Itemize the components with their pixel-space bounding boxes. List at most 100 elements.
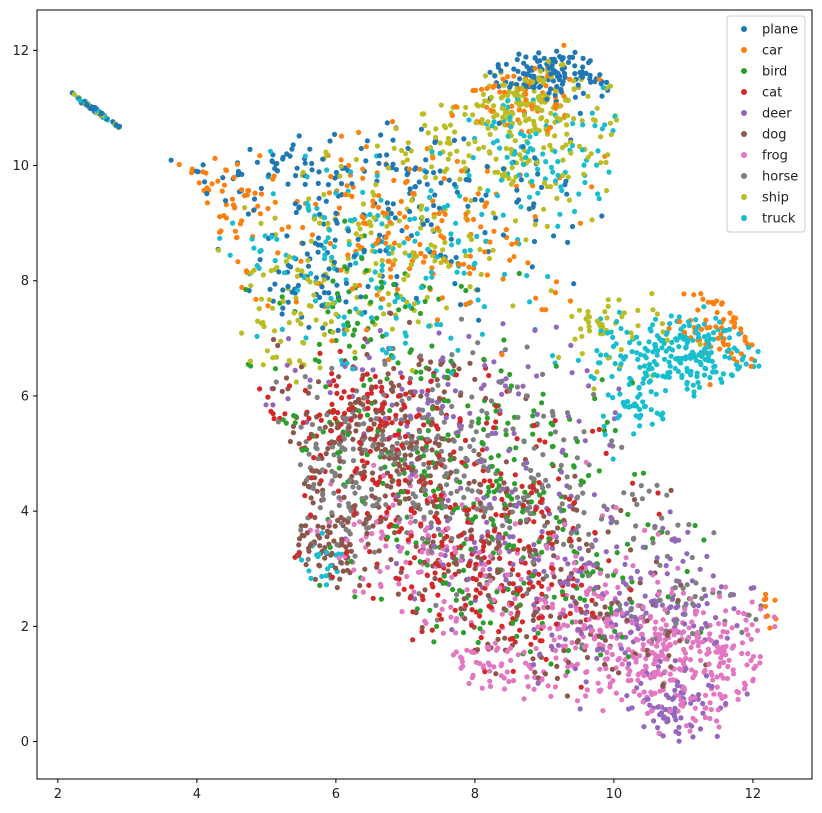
scatter-point-ship	[482, 73, 489, 79]
scatter-point-dog	[307, 542, 314, 548]
scatter-point-cat	[282, 411, 288, 417]
scatter-point-plane	[531, 238, 538, 245]
scatter-point-bird	[336, 297, 342, 303]
scatter-point-deer	[748, 585, 754, 591]
scatter-point-horse	[350, 446, 356, 452]
scatter-point-plane	[559, 66, 565, 72]
scatter-point-cat	[426, 460, 432, 466]
scatter-point-cat	[339, 395, 345, 401]
scatter-point-car	[561, 93, 567, 99]
scatter-point-frog	[404, 573, 410, 580]
scatter-point-truck	[660, 410, 666, 416]
scatter-point-frog	[639, 631, 645, 637]
scatter-point-truck	[385, 245, 391, 251]
scatter-point-horse	[428, 509, 434, 515]
scatter-point-car	[402, 214, 408, 220]
scatter-point-car	[404, 178, 410, 184]
scatter-point-bird	[272, 366, 279, 372]
scatter-point-frog	[599, 595, 605, 602]
scatter-point-dog	[437, 483, 443, 489]
x-tick-label: 12	[745, 787, 762, 802]
scatter-point-deer	[502, 540, 508, 546]
scatter-point-dog	[353, 428, 359, 434]
scatter-point-frog	[692, 718, 699, 724]
scatter-point-truck	[633, 413, 639, 419]
scatter-point-horse	[510, 426, 516, 432]
scatter-point-plane	[532, 55, 538, 61]
scatter-point-horse	[336, 495, 342, 501]
scatter-point-frog	[619, 697, 625, 703]
scatter-point-car	[472, 87, 479, 93]
scatter-point-dog	[409, 433, 415, 439]
scatter-point-frog	[603, 590, 610, 596]
scatter-point-cat	[329, 401, 335, 407]
scatter-point-bird	[477, 608, 483, 614]
scatter-point-truck	[592, 123, 598, 129]
scatter-point-bird	[503, 432, 509, 438]
scatter-point-horse	[543, 573, 550, 579]
scatter-point-deer	[370, 367, 376, 373]
scatter-point-frog	[640, 646, 646, 653]
scatter-point-frog	[729, 645, 735, 651]
scatter-point-ship	[537, 68, 544, 74]
scatter-point-bird	[280, 417, 286, 423]
scatter-point-car	[385, 230, 391, 236]
scatter-point-plane	[393, 166, 399, 173]
scatter-point-deer	[575, 626, 581, 633]
scatter-point-horse	[441, 419, 447, 425]
scatter-point-horse	[689, 630, 696, 637]
scatter-point-cat	[481, 543, 487, 550]
scatter-point-frog	[449, 574, 455, 580]
scatter-point-deer	[718, 584, 725, 590]
scatter-point-deer	[449, 627, 455, 633]
scatter-point-horse	[686, 522, 692, 528]
scatter-point-frog	[521, 696, 527, 702]
scatter-point-ship	[567, 139, 573, 145]
scatter-point-frog	[452, 549, 459, 555]
scatter-point-cat	[332, 415, 338, 422]
scatter-point-bird	[421, 468, 427, 475]
scatter-point-deer	[640, 544, 646, 550]
scatter-point-ship	[295, 267, 301, 273]
scatter-point-bird	[363, 267, 369, 274]
scatter-point-dog	[530, 656, 536, 662]
scatter-point-truck	[475, 297, 481, 303]
scatter-point-bird	[577, 595, 583, 601]
scatter-point-deer	[525, 364, 531, 370]
scatter-point-car	[462, 196, 469, 202]
scatter-point-horse	[329, 365, 335, 371]
scatter-point-horse	[442, 473, 448, 479]
scatter-point-ship	[506, 175, 512, 181]
scatter-point-horse	[394, 440, 400, 446]
scatter-point-deer	[436, 330, 442, 336]
scatter-point-cat	[437, 577, 443, 583]
scatter-point-plane	[280, 156, 286, 162]
scatter-point-frog	[652, 660, 658, 666]
scatter-point-horse	[657, 597, 663, 603]
scatter-point-car	[681, 291, 687, 297]
scatter-point-truck	[540, 151, 546, 157]
scatter-point-truck	[217, 235, 223, 241]
scatter-point-frog	[438, 551, 444, 558]
scatter-point-truck	[582, 179, 588, 186]
scatter-point-deer	[655, 704, 661, 710]
scatter-point-dog	[521, 546, 527, 552]
scatter-point-dog	[402, 452, 408, 458]
scatter-point-truck	[618, 361, 624, 367]
scatter-point-bird	[422, 298, 428, 305]
scatter-point-frog	[557, 625, 563, 631]
scatter-point-horse	[680, 585, 686, 591]
scatter-point-horse	[343, 526, 349, 533]
scatter-point-plane	[309, 167, 315, 173]
scatter-point-car	[715, 335, 721, 341]
scatter-point-bird	[530, 413, 536, 419]
scatter-point-car	[405, 236, 412, 242]
scatter-point-truck	[676, 344, 682, 350]
scatter-point-frog	[706, 636, 712, 642]
scatter-point-ship	[421, 111, 427, 117]
scatter-point-plane	[572, 94, 579, 100]
scatter-point-cat	[268, 408, 274, 414]
scatter-point-frog	[613, 611, 619, 617]
scatter-point-dog	[426, 366, 432, 372]
scatter-point-bird	[581, 597, 588, 603]
